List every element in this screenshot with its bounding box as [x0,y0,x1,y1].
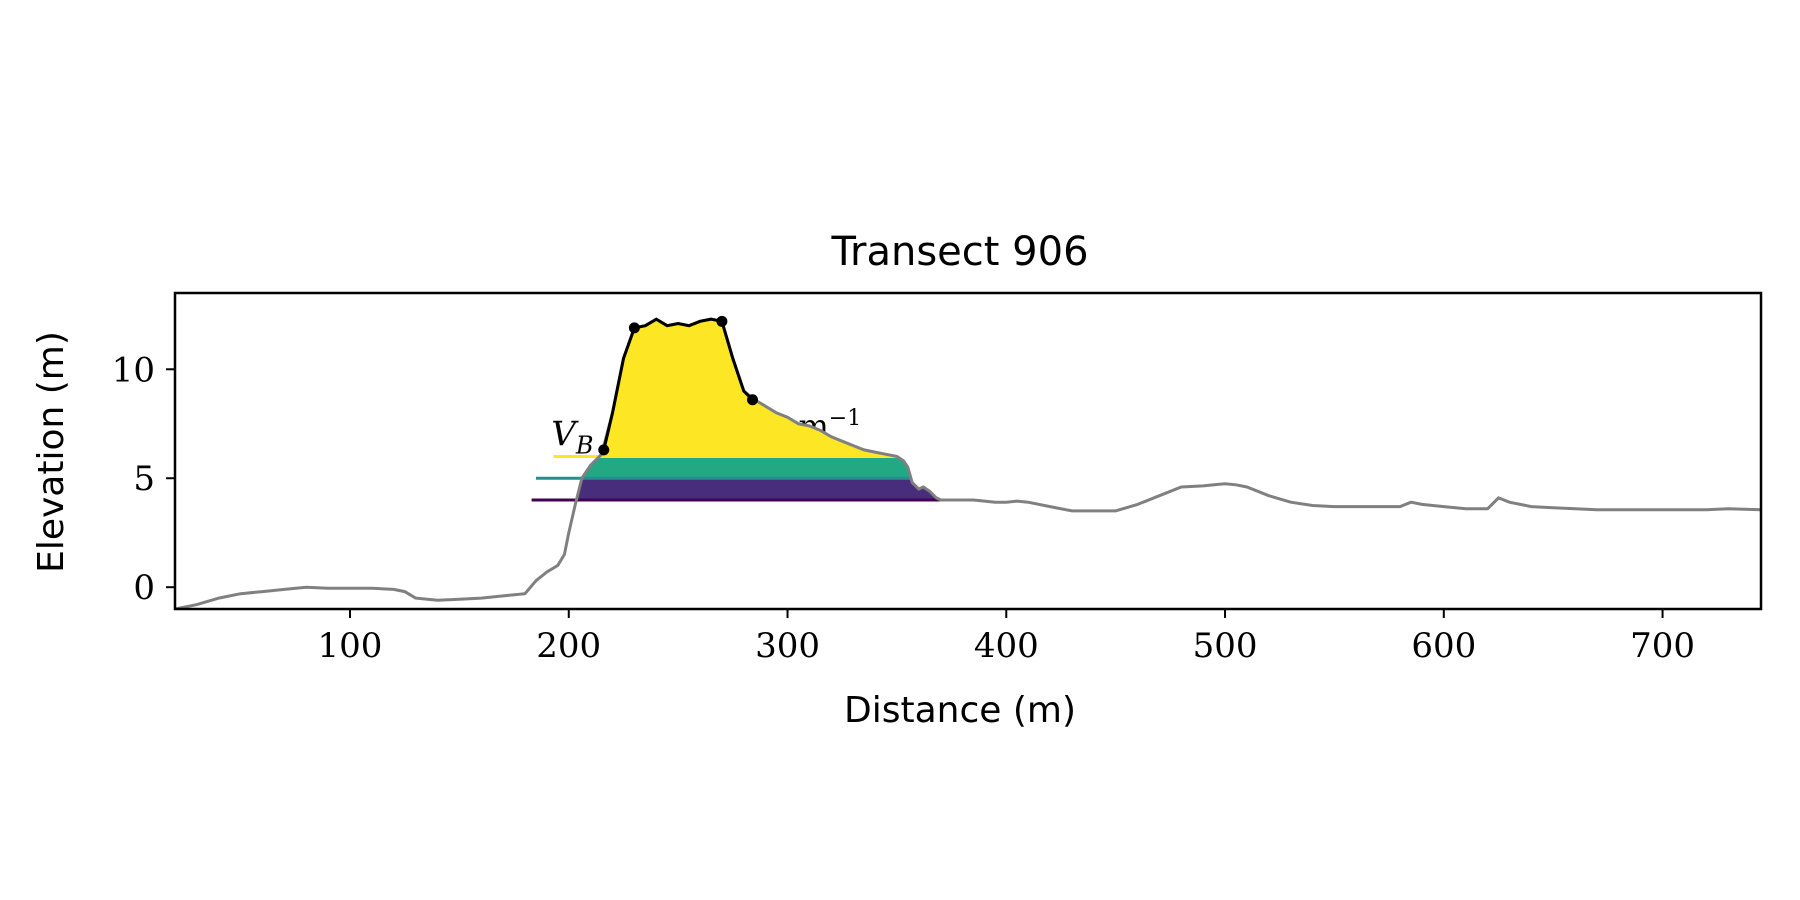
x-axis-label: Distance (m) [844,690,1076,731]
fill-mid [581,456,911,479]
x-tick-label: 600 [1411,626,1476,666]
y-axis-label: Elevation (m) [31,331,72,573]
x-tick-label: 400 [974,626,1039,666]
plot-content [175,315,1761,609]
y-tick-label: 0 [133,568,155,608]
fill-top [599,319,897,457]
x-axis-ticks: 100 200 300 400 500 600 700 [318,609,1695,666]
y-tick-label: 5 [133,459,155,499]
y-axis-ticks: 0 5 10 [112,350,175,608]
plot-frame [173,291,1763,611]
annotation-superscript: −1 [829,406,861,431]
dune-marker [747,394,759,406]
y-tick-label: 10 [112,350,155,390]
dune-marker [628,322,640,334]
annotation-label: VB [551,415,593,460]
plot-area: VBm−1 [175,315,1761,609]
x-tick-label: 500 [1193,626,1258,666]
x-tick-label: 700 [1630,626,1695,666]
annotation-subscript: B [575,432,594,460]
profile-line [175,317,1761,609]
x-tick-label: 100 [318,626,383,666]
x-tick-label: 200 [536,626,601,666]
dune-marker [598,444,610,456]
chart-title: Transect 906 [830,229,1088,275]
dune-marker [716,315,728,327]
dune-line [602,317,754,451]
x-tick-label: 300 [755,626,820,666]
fill-low [576,478,974,501]
